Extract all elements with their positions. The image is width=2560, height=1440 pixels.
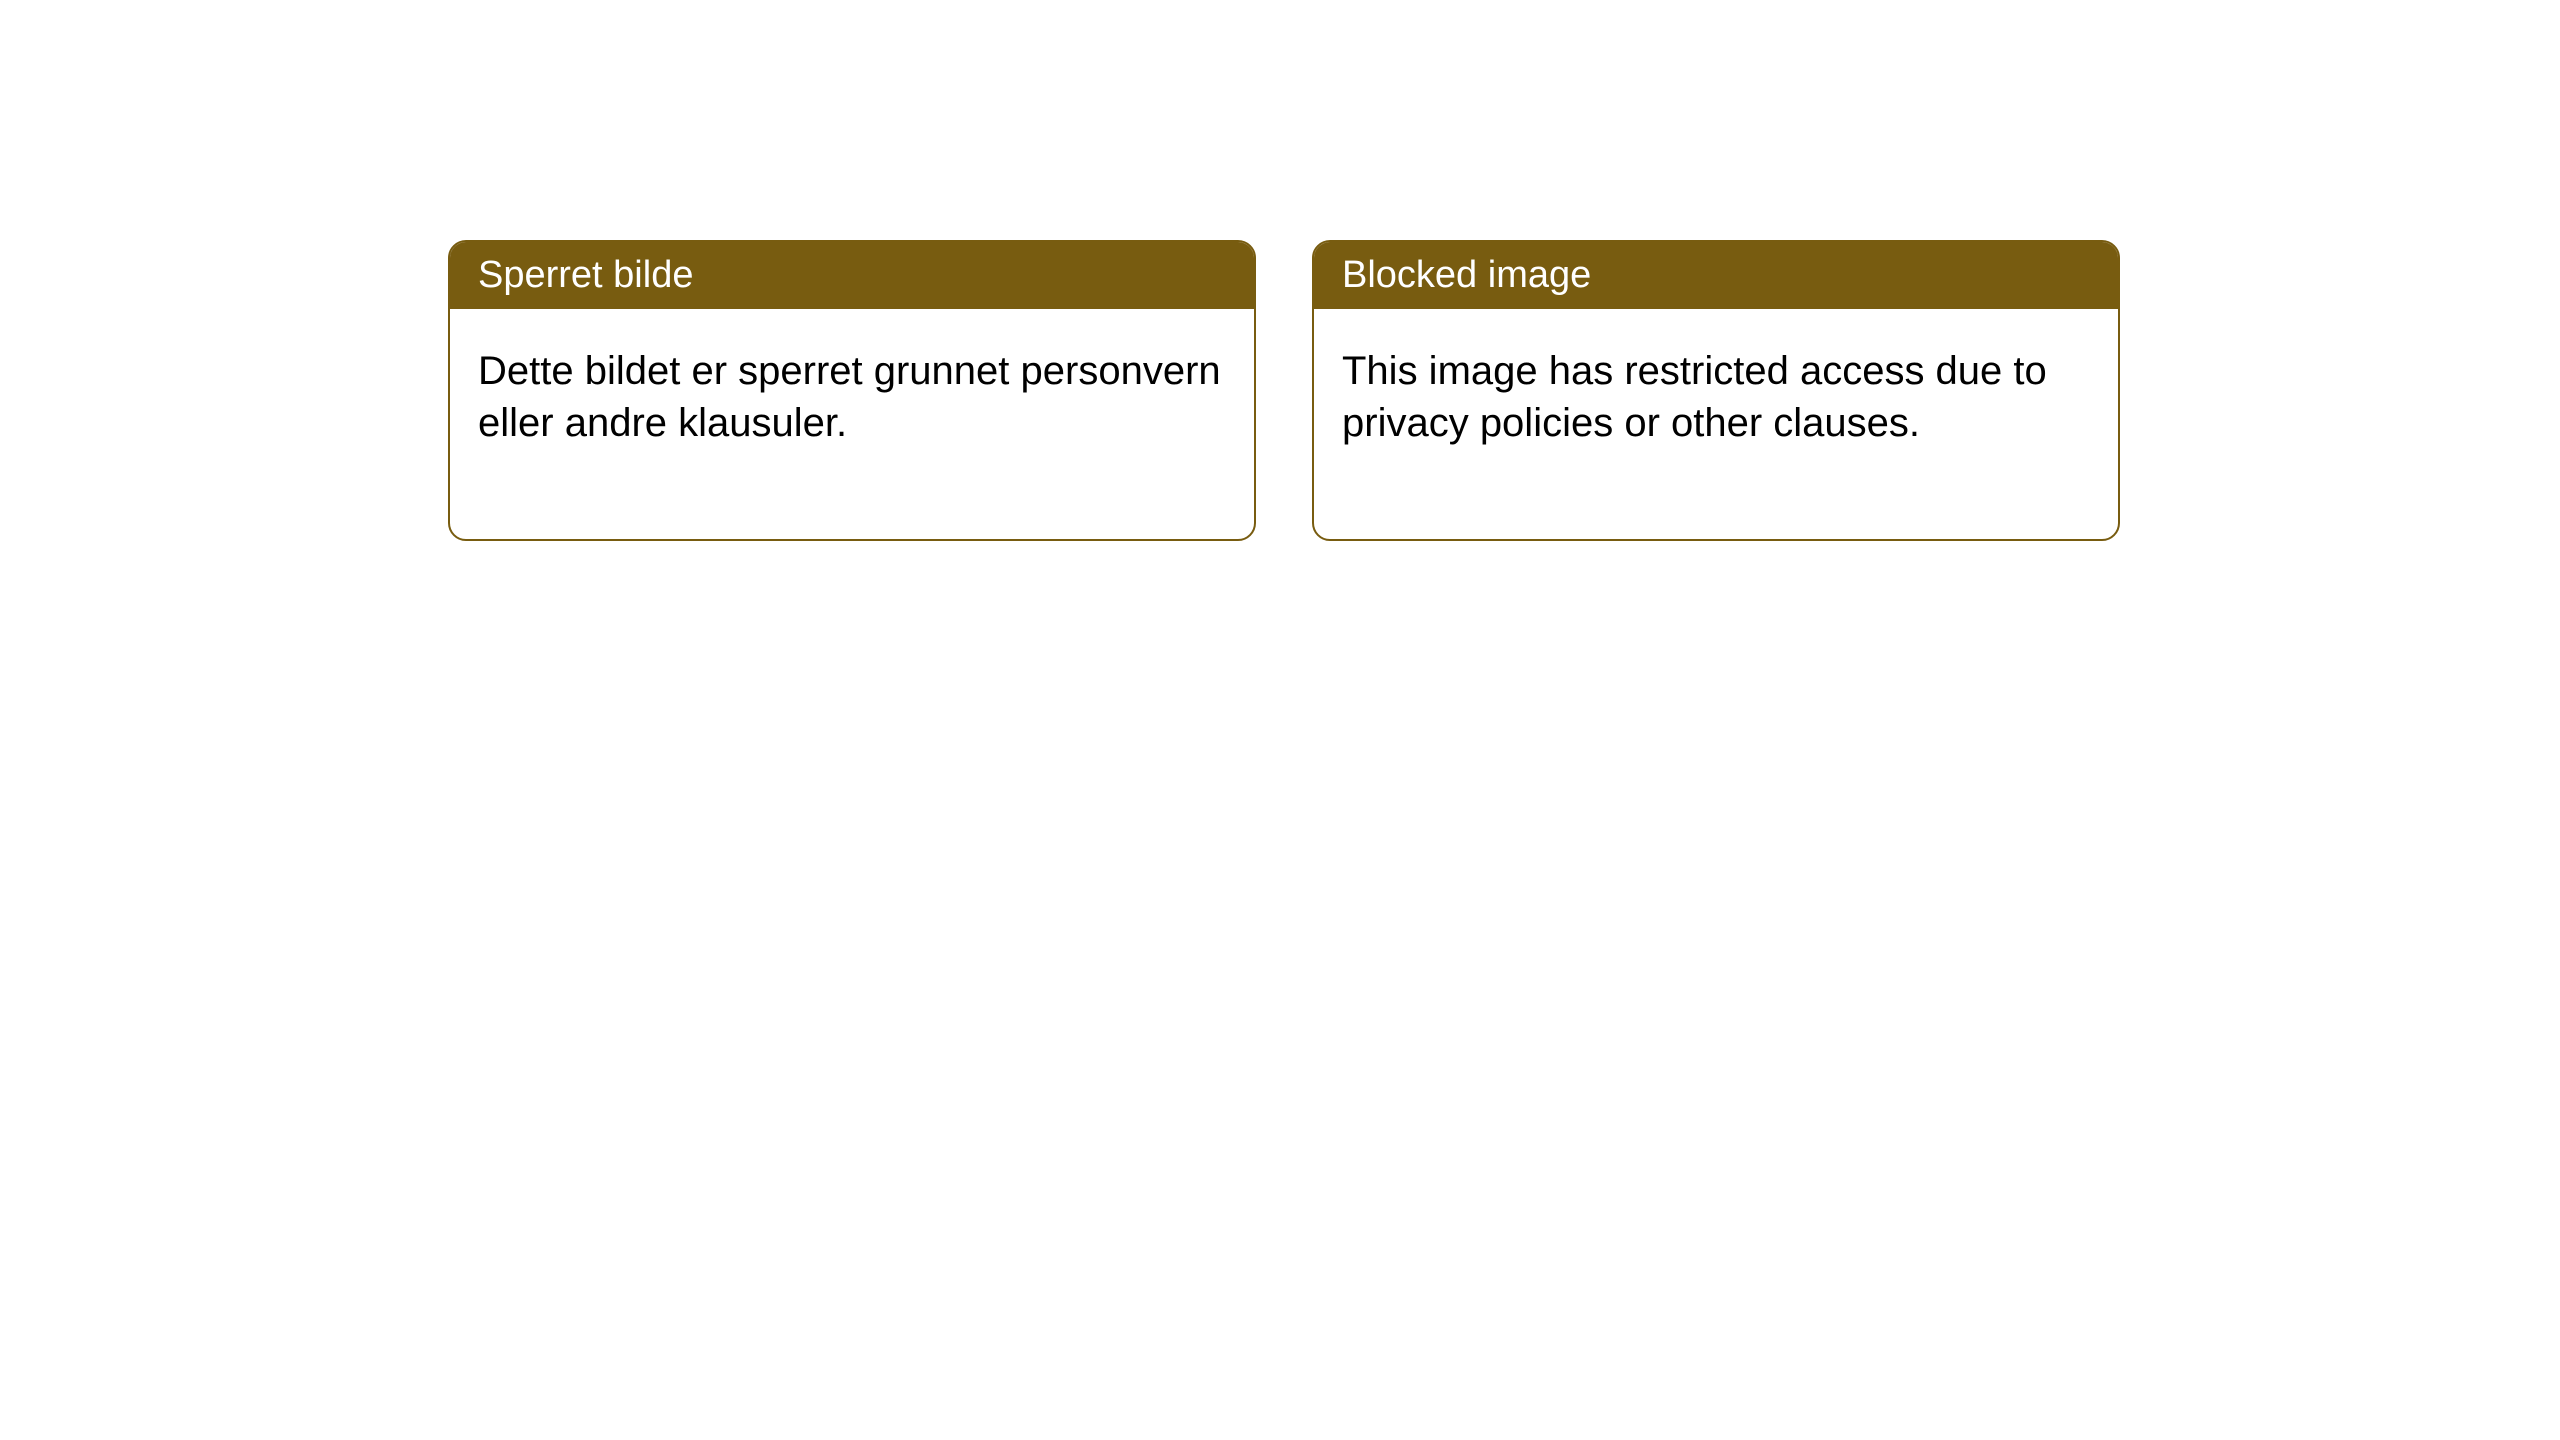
notice-body: This image has restricted access due to … — [1314, 309, 2118, 539]
notice-card-norwegian: Sperret bilde Dette bildet er sperret gr… — [448, 240, 1256, 541]
notice-body: Dette bildet er sperret grunnet personve… — [450, 309, 1254, 539]
notice-card-english: Blocked image This image has restricted … — [1312, 240, 2120, 541]
notice-header: Sperret bilde — [450, 242, 1254, 309]
notice-header: Blocked image — [1314, 242, 2118, 309]
notice-container: Sperret bilde Dette bildet er sperret gr… — [0, 0, 2560, 541]
